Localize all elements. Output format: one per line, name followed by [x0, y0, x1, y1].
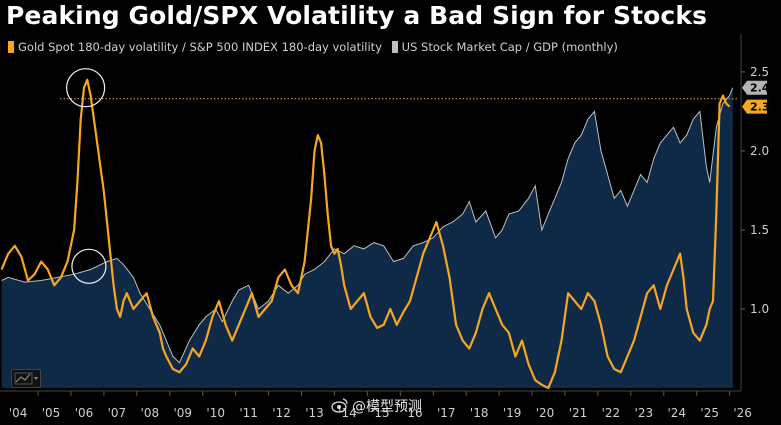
series-area-mktcap-gdp [1, 87, 733, 388]
y-tick-label: 1.0 [750, 302, 769, 316]
badge-shape [742, 99, 767, 114]
x-tick-label: '07 [108, 406, 127, 420]
x-tick-label: '22 [602, 406, 621, 420]
watermark: @模型预测 [352, 399, 422, 415]
x-tick-label: '21 [569, 406, 588, 420]
x-tick-label: '26 [733, 406, 752, 420]
legend: Gold Spot 180-day volatility / S&P 500 I… [8, 40, 624, 58]
series-line-gold-vol [0, 78, 731, 390]
legend-swatch-gray [391, 41, 398, 53]
x-tick-label: '15 [371, 406, 390, 420]
series-line-mktcap-gdp [1, 87, 734, 364]
badge-label: 2.3 [750, 101, 770, 114]
x-tick-label: '05 [42, 406, 61, 420]
x-tick-label: '12 [272, 406, 291, 420]
legend-item-gold-vol: Gold Spot 180-day volatility / S&P 500 I… [8, 40, 382, 54]
x-tick-label: '14 [338, 406, 357, 420]
chart-title: Peaking Gold/SPX Volatility a Bad Sign f… [6, 1, 708, 30]
x-tick-label: '24 [667, 406, 686, 420]
y-tick-label: 2.0 [750, 144, 769, 158]
annotation-circle-gold-peak [66, 68, 106, 108]
legend-label-mktcap-gdp: US Stock Market Cap / GDP (monthly) [401, 40, 618, 54]
x-tick-label: '08 [141, 406, 160, 420]
badge-label: 2.4 [750, 82, 770, 95]
x-tick-label: '04 [9, 406, 28, 420]
x-tick-label: '19 [503, 406, 522, 420]
x-tick-label: '06 [75, 406, 94, 420]
x-tick-label: '10 [206, 406, 225, 420]
y-tick-label: 1.5 [750, 223, 769, 237]
chart-type-toggle-button[interactable] [11, 369, 41, 388]
last-value-badge-gold-vol: 2.3 [742, 99, 770, 114]
x-tick-label: '16 [404, 406, 423, 420]
last-value-badge-mktcap-gdp: 2.4 [742, 80, 770, 95]
weibo-icon [331, 398, 348, 413]
annotation-circle-mktcap-2006 [71, 248, 107, 284]
x-tick-label: '13 [305, 406, 324, 420]
x-tick-label: '20 [536, 406, 555, 420]
x-tick-label: '11 [239, 406, 258, 420]
badge-shape [742, 80, 767, 95]
x-tick-label: '25 [700, 406, 719, 420]
x-tick-label: '17 [437, 406, 456, 420]
y-tick-label: 2.5 [750, 65, 769, 79]
legend-item-mktcap-gdp: US Stock Market Cap / GDP (monthly) [391, 40, 618, 54]
legend-label-gold-vol: Gold Spot 180-day volatility / S&P 500 I… [18, 40, 382, 54]
x-tick-label: '18 [470, 406, 489, 420]
legend-swatch-orange [8, 41, 14, 53]
x-tick-label: '23 [635, 406, 654, 420]
x-tick-label: '09 [173, 406, 192, 420]
